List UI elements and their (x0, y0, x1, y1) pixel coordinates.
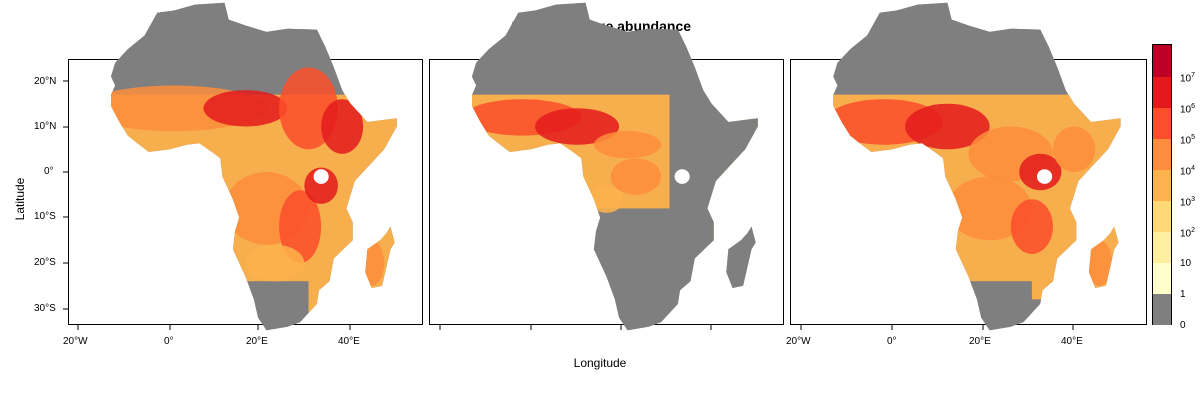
abundance-hotspot (203, 90, 288, 127)
legend-swatch (1153, 45, 1171, 77)
y-tick-10N: 10°N (34, 121, 57, 132)
legend-label: 106 (1180, 103, 1196, 116)
legend-label: 102 (1180, 227, 1196, 240)
africa-map-gambiae (833, 2, 1121, 331)
legend-label: 10 (1180, 258, 1192, 269)
legend-swatch (1153, 262, 1171, 294)
x-tick-0-p3: 0° (887, 336, 897, 347)
abundance-hotspot (610, 158, 662, 195)
x-tick-20E: 20°E (246, 336, 268, 347)
unsuitable-area (472, 2, 758, 91)
unsuitable-area (833, 2, 1121, 91)
legend-label: 107 (1180, 72, 1196, 85)
legend-label: 1 (1180, 289, 1186, 300)
x-tick-20W-p3: 20°W (786, 336, 811, 347)
abundance-hotspot (535, 108, 620, 145)
legend-swatch (1153, 293, 1171, 325)
y-tick-20N: 20°N (34, 76, 57, 87)
legend-swatch (1153, 169, 1171, 201)
x-tick-20E-p3: 20°E (969, 336, 991, 347)
unsuitable-area (224, 281, 309, 331)
legend-label: 105 (1180, 134, 1196, 147)
abundance-hotspot (321, 99, 364, 154)
abundance-hotspot (593, 131, 662, 159)
x-tick-20W: 20°W (63, 336, 88, 347)
abundance-hotspot (1053, 126, 1096, 172)
lake-victoria (1036, 169, 1053, 184)
legend-label: 0 (1180, 320, 1186, 331)
legend-swatch (1153, 107, 1171, 139)
abundance-hotspot (589, 185, 624, 213)
legend-swatch (1153, 76, 1171, 108)
abundance-hotspot (905, 103, 990, 150)
unsuitable-area (111, 2, 397, 91)
unsuitable-area (669, 90, 758, 331)
legend-label: 103 (1180, 196, 1196, 209)
unsuitable-area (472, 208, 670, 331)
abundance-hotspot (279, 190, 322, 263)
y-tick-30S: 30°S (34, 303, 56, 314)
africa-map-arabiensis (111, 2, 397, 331)
legend-swatch (1153, 200, 1171, 232)
y-tick-10S: 10°S (34, 211, 56, 222)
abundance-hotspot (304, 167, 338, 204)
x-axis-label: Longitude (573, 356, 627, 370)
legend-swatch (1153, 231, 1171, 263)
abundance-hotspot (1010, 199, 1054, 254)
africa-map-coluzzii (472, 2, 758, 331)
abundance-hotspot (1086, 240, 1113, 286)
lake-victoria (674, 169, 690, 184)
abundance-hotspot (947, 176, 1032, 241)
lake-victoria (313, 169, 329, 184)
x-tick-40E: 40°E (338, 336, 360, 347)
abundance-hotspot (245, 244, 305, 282)
y-tick-0: 0° (44, 166, 54, 177)
x-tick-40E-p3: 40°E (1061, 336, 1083, 347)
legend-swatch (1153, 138, 1171, 170)
y-tick-20S: 20°S (34, 257, 56, 268)
legend-label: 104 (1180, 165, 1196, 178)
unsuitable-area (947, 281, 1032, 331)
y-axis-label: Latitude (13, 177, 27, 221)
x-tick-0: 0° (164, 336, 174, 347)
color-legend (1152, 44, 1172, 325)
abundance-hotspot (358, 240, 385, 286)
